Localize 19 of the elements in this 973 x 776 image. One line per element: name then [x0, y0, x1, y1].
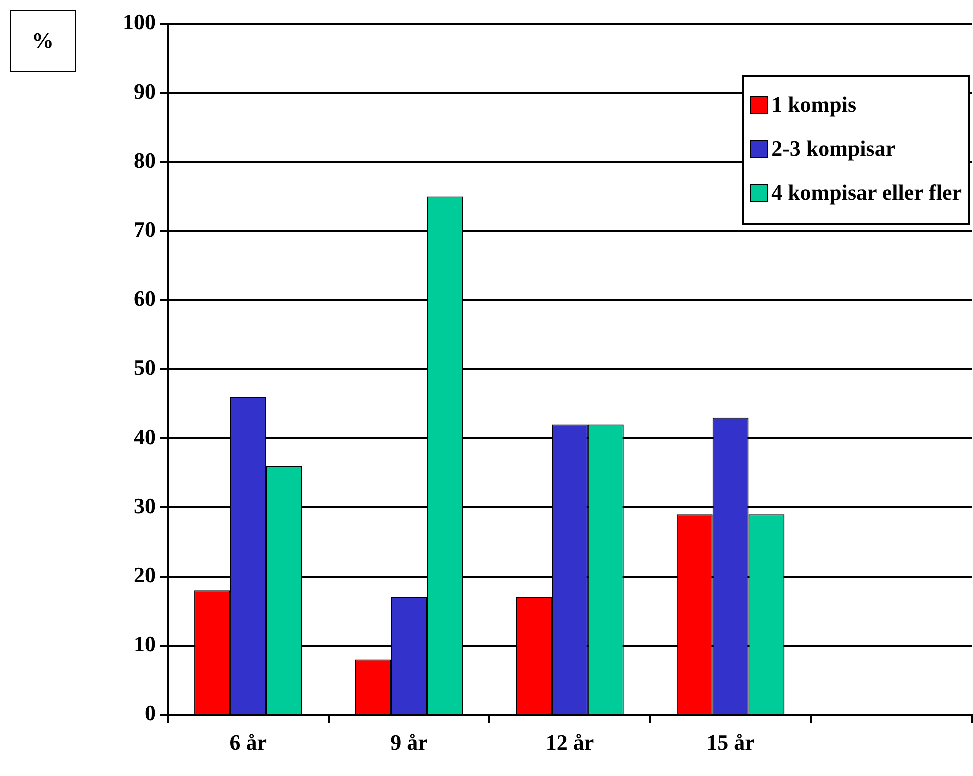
y-tick-label: 90 — [134, 78, 156, 104]
y-tick-label: 50 — [134, 355, 156, 380]
y-tick-label: 10 — [134, 632, 156, 657]
y-tick-label: 100 — [123, 10, 156, 35]
y-tick-label: 40 — [134, 424, 156, 450]
x-tick-label: 6 år — [230, 730, 268, 755]
y-tick-label: 0 — [145, 700, 156, 726]
x-tick-label: 15 år — [706, 730, 756, 755]
x-tick-label: 12 år — [546, 730, 594, 755]
y-tick-label: 60 — [134, 286, 156, 312]
y-tick-label: 70 — [134, 216, 156, 242]
x-tick-label: 9 år — [390, 730, 428, 755]
y-tick-label: 30 — [134, 493, 156, 518]
legend-label: 1 kompis — [772, 92, 857, 118]
legend-label: 4 kompisar eller fler — [772, 180, 962, 206]
legend-label: 2-3 kompisar — [772, 136, 896, 162]
y-axis-title: % — [10, 10, 76, 72]
y-tick-label: 20 — [134, 562, 156, 588]
y-tick-label: 80 — [134, 148, 156, 173]
